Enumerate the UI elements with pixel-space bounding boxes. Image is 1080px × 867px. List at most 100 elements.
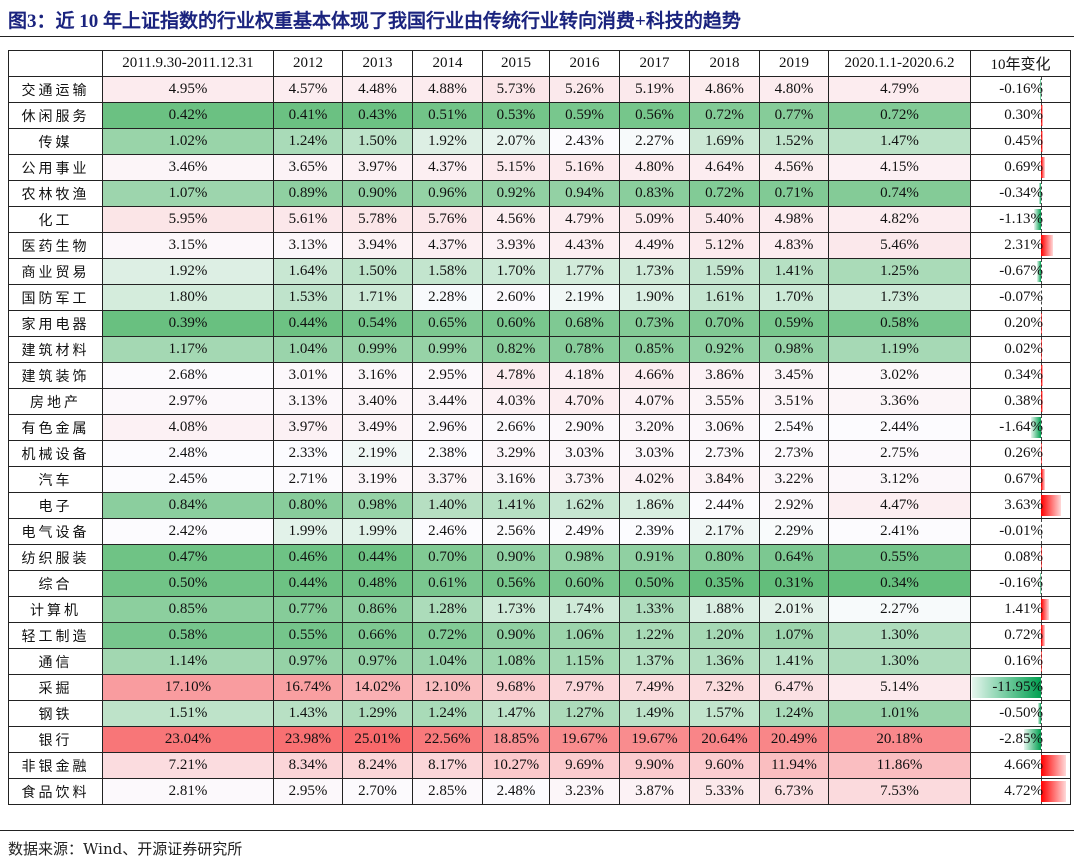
weight-cell: 4.80% [759,76,829,103]
industry-label: 钢铁 [8,700,103,727]
weight-cell: 5.14% [828,674,971,701]
weight-cell: 8.24% [342,752,413,779]
positive-data-bar [1041,391,1044,412]
weight-cell: 1.53% [273,284,343,311]
weight-cell: 0.77% [759,102,829,129]
weight-cell: 3.13% [273,232,343,259]
weight-cell: 3.55% [689,388,760,415]
table-row: 采掘 17.10% 16.74% 14.02% 12.10% 9.68% 7.97% 7.49… [8,674,1071,701]
weight-cell: 20.64% [689,726,760,753]
weight-cell: 1.04% [273,336,343,363]
weight-cell: 2.48% [482,778,550,805]
column-header: 2015 [482,50,550,77]
weight-cell: 2.70% [342,778,413,805]
weight-cell: 1.41% [759,648,829,675]
positive-data-bar [1041,599,1049,620]
weight-cell: 0.94% [549,180,620,207]
weight-cell: 1.30% [828,622,971,649]
weight-cell: 9.90% [619,752,690,779]
industry-label: 食品饮料 [8,778,103,805]
positive-data-bar [1041,625,1045,646]
weight-cell: 3.93% [482,232,550,259]
negative-data-bar [1039,183,1041,204]
weight-cell: 3.97% [342,154,413,181]
positive-data-bar [1041,105,1043,126]
table-row: 钢铁 1.51% 1.43% 1.29% 1.24% 1.47% 1.27% 1.49% 1.5… [8,700,1071,727]
weight-cell: 0.59% [759,310,829,337]
weight-cell: 1.61% [689,284,760,311]
weight-cell: 0.42% [102,102,274,129]
weight-cell: 9.68% [482,674,550,701]
column-header: 2011.9.30-2011.12.31 [102,50,274,77]
weight-cell: 0.56% [619,102,690,129]
weight-cell: 1.58% [412,258,483,285]
weight-cell: 2.48% [102,440,274,467]
weight-cell: 2.27% [828,596,971,623]
table-row: 化工 5.95% 5.61% 5.78% 5.76% 4.56% 4.79% 5.09% 5.4… [8,206,1071,233]
industry-label: 非银金融 [8,752,103,779]
industry-label: 家用电器 [8,310,103,337]
weight-cell: 20.49% [759,726,829,753]
column-header: 2017 [619,50,690,77]
table-row: 国防军工 1.80% 1.53% 1.71% 2.28% 2.60% 2.19% 1.90% 1… [8,284,1071,311]
weight-cell: 1.22% [619,622,690,649]
change-value: 0.69% [1004,159,1043,175]
industry-weight-table: 2011.9.30-2011.12.31 2012 2013 2014 2015 2016… [8,50,1071,805]
weight-cell: 2.01% [759,596,829,623]
weight-cell: 19.67% [549,726,620,753]
weight-cell: 16.74% [273,674,343,701]
weight-cell: 3.03% [619,440,690,467]
table-row: 医药生物 3.15% 3.13% 3.94% 4.37% 3.93% 4.43% 4.49% 5… [8,232,1071,259]
weight-cell: 3.29% [482,440,550,467]
weight-cell: 0.34% [828,570,971,597]
change-cell: -1.13% [970,206,1071,233]
change-value: -0.67% [999,263,1043,279]
table-row: 轻工制造 0.58% 0.55% 0.66% 0.72% 0.90% 1.06% 1.22% 1… [8,622,1071,649]
weight-cell: 0.85% [102,596,274,623]
weight-cell: 1.41% [759,258,829,285]
weight-cell: 2.43% [549,128,620,155]
positive-data-bar [1041,365,1043,386]
weight-cell: 0.35% [689,570,760,597]
change-value: 0.67% [1004,471,1043,487]
weight-cell: 2.17% [689,518,760,545]
weight-cell: 2.41% [828,518,971,545]
industry-label: 有色金属 [8,414,103,441]
weight-cell: 1.43% [273,700,343,727]
source-divider [0,830,1074,831]
weight-cell: 2.39% [619,518,690,545]
change-value: -2.85% [999,731,1043,747]
change-value: -11.95% [992,679,1043,695]
weight-cell: 0.77% [273,596,343,623]
weight-cell: 4.70% [549,388,620,415]
negative-data-bar [1038,703,1041,724]
weight-cell: 3.23% [549,778,620,805]
weight-cell: 1.25% [828,258,971,285]
weight-cell: 1.28% [412,596,483,623]
weight-cell: 5.26% [549,76,620,103]
weight-cell: 0.70% [689,310,760,337]
weight-cell: 1.73% [482,596,550,623]
weight-cell: 0.59% [549,102,620,129]
table-row: 计算机 0.85% 0.77% 0.86% 1.28% 1.73% 1.74% 1.33% 1.… [8,596,1071,623]
data-bar-axis [1041,337,1042,362]
weight-cell: 3.65% [273,154,343,181]
change-cell: -2.85% [970,726,1071,753]
weight-cell: 1.07% [759,622,829,649]
weight-cell: 0.54% [342,310,413,337]
weight-cell: 0.44% [273,310,343,337]
weight-cell: 0.84% [102,492,274,519]
weight-cell: 4.82% [828,206,971,233]
change-cell: 0.16% [970,648,1071,675]
weight-cell: 4.37% [412,154,483,181]
weight-cell: 3.87% [619,778,690,805]
weight-cell: 0.48% [342,570,413,597]
change-value: 0.16% [1004,653,1043,669]
table-row: 交通运输 4.95% 4.57% 4.48% 4.88% 5.73% 5.26% 5.19% 4… [8,76,1071,103]
positive-data-bar [1041,651,1042,672]
industry-label: 建筑装饰 [8,362,103,389]
weight-cell: 8.17% [412,752,483,779]
weight-cell: 3.86% [689,362,760,389]
weight-cell: 0.72% [412,622,483,649]
industry-label: 化工 [8,206,103,233]
